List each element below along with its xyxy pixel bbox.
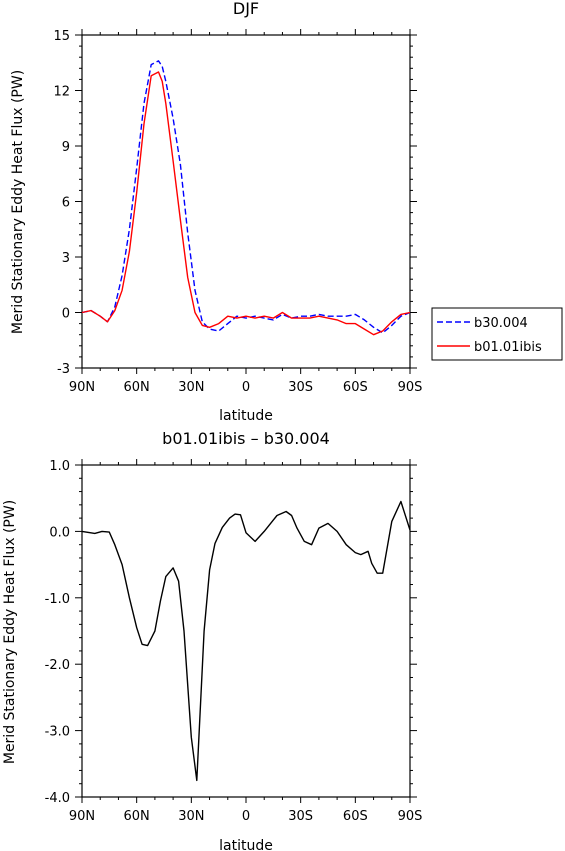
series-line-0	[81, 500, 411, 782]
y-tick-label: 12	[53, 85, 70, 100]
y-tick-label: -4.0	[45, 791, 70, 806]
y-tick-label: 9	[62, 140, 70, 155]
x-tick-label: 30N	[178, 380, 204, 395]
y-tick-label: 1.0	[49, 459, 70, 474]
x-tick-label: 60S	[343, 380, 368, 395]
plot-area: 90N 60N 30N 0 30S 60S 90S -3 0 3 6 9 12 15	[53, 29, 422, 395]
x-tick-label: 30S	[288, 809, 313, 824]
x-tick-label: 60S	[343, 809, 368, 824]
x-tick-label: 90S	[398, 380, 423, 395]
legend-label: b01.01ibis	[474, 340, 542, 355]
series-line-0	[81, 60, 411, 334]
plot-area: 90N 60N 30N 0 30S 60S 90S -4.0 -3.0 -2.0 -1.0 0.0 1.…	[45, 459, 423, 824]
y-tick-label: -2.0	[45, 658, 70, 673]
y-tick-label: 15	[53, 29, 70, 44]
y-tick-label: -3.0	[45, 725, 70, 740]
y-axis-label: Merid Stationary Eddy Heat Flux (PW)	[10, 70, 26, 334]
x-tick-label: 0	[242, 380, 250, 395]
y-axis-label: Merid Stationary Eddy Heat Flux (PW)	[2, 500, 18, 764]
x-tick-label: 0	[242, 809, 250, 824]
x-tick-label: 90N	[69, 380, 95, 395]
x-axis-label: latitude	[219, 408, 273, 424]
x-tick-label: 90N	[69, 809, 95, 824]
y-tick-label: -1.0	[45, 592, 70, 607]
y-tick-label: 0	[62, 307, 70, 322]
y-tick-label: 0.0	[49, 525, 70, 540]
x-tick-label: 60N	[124, 380, 150, 395]
y-tick-label: -3	[57, 362, 70, 377]
plot-frame	[81, 464, 411, 798]
chart-title: DJF	[233, 0, 259, 18]
x-tick-label: 90S	[398, 809, 423, 824]
chart-difference: b01.01ibis – b30.004 90N 60N 30N 0 30S 60S 90S…	[2, 429, 422, 851]
legend: b30.004 b01.01ibis	[431, 307, 563, 361]
series-line-1	[81, 71, 411, 336]
x-tick-label: 30S	[288, 380, 313, 395]
chart-title: b01.01ibis – b30.004	[162, 429, 330, 448]
x-axis-label: latitude	[219, 838, 273, 851]
chart-djf: DJF 90N 60N 30N 0 30S 60S 90S -3 0 3 6 9 12 15 b30.00…	[10, 0, 563, 424]
y-tick-label: 6	[62, 196, 70, 211]
legend-label: b30.004	[474, 316, 528, 331]
legend-box	[431, 307, 563, 361]
x-tick-label: 30N	[178, 809, 204, 824]
x-tick-label: 60N	[124, 809, 150, 824]
y-tick-label: 3	[62, 251, 70, 266]
